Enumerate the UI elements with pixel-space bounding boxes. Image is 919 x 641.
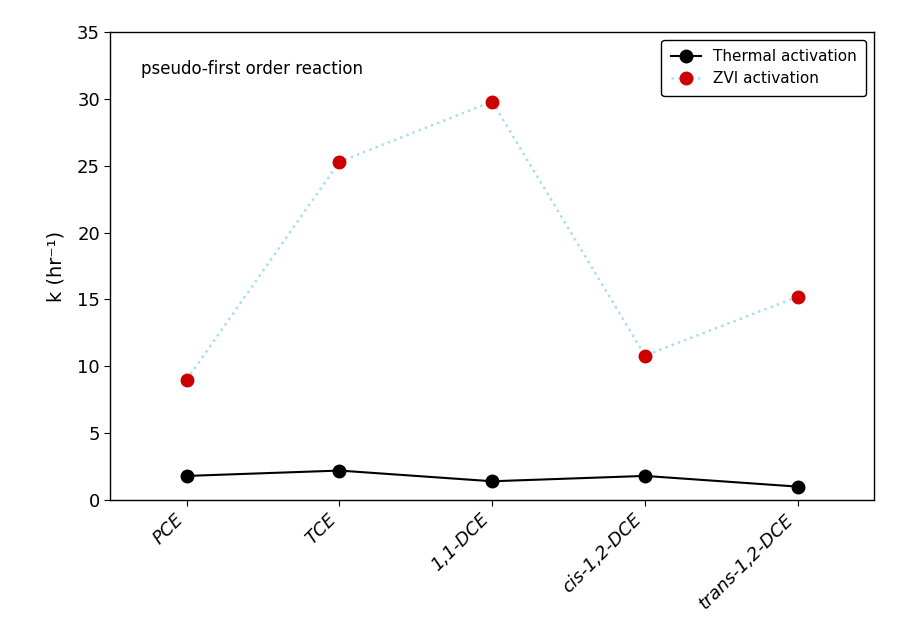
Thermal activation: [181, 472, 192, 479]
ZVI activation: [486, 97, 497, 105]
ZVI activation: [334, 158, 345, 165]
ZVI activation: [639, 352, 650, 360]
Line: ZVI activation: ZVI activation: [180, 96, 803, 386]
Thermal activation: [791, 483, 802, 490]
Legend: Thermal activation, ZVI activation: Thermal activation, ZVI activation: [661, 40, 866, 96]
Thermal activation: [486, 478, 497, 485]
Thermal activation: [639, 472, 650, 479]
ZVI activation: [181, 376, 192, 383]
Text: pseudo-first order reaction: pseudo-first order reaction: [141, 60, 363, 78]
Y-axis label: k (hr⁻¹): k (hr⁻¹): [47, 231, 66, 301]
Thermal activation: [334, 467, 345, 474]
Line: Thermal activation: Thermal activation: [180, 464, 803, 493]
ZVI activation: [791, 293, 802, 301]
